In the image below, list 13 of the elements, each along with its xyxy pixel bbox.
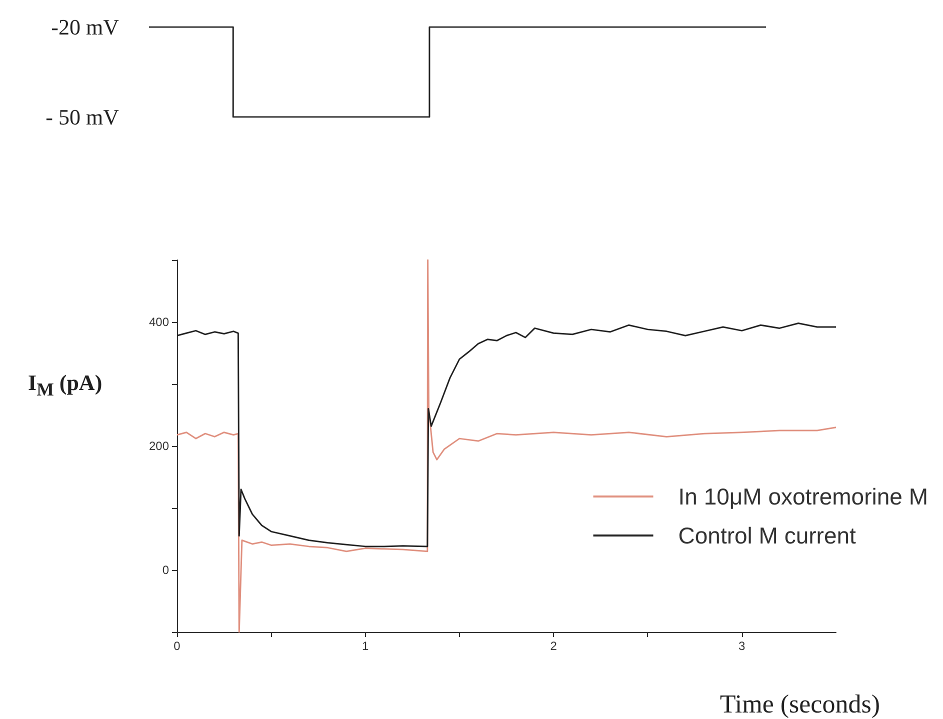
legend-label: Control M current bbox=[678, 522, 857, 548]
y-tick-label: 400 bbox=[148, 315, 170, 329]
y-tick-label: -20 mV bbox=[51, 14, 120, 40]
x-tick-label: 2 bbox=[550, 639, 558, 653]
y-tick-label: - 50 mV bbox=[46, 104, 120, 130]
y-tick-label: 0 bbox=[162, 563, 170, 577]
y-tick-label: 200 bbox=[148, 439, 170, 453]
x-tick-label: 3 bbox=[738, 639, 746, 653]
x-tick-label: 1 bbox=[362, 639, 369, 653]
x-axis-title: Time (seconds) bbox=[720, 690, 880, 718]
legend-label: In 10μM oxotremorine M bbox=[678, 484, 928, 510]
y-axis-title: I$_{M}$ (pA) bbox=[28, 370, 102, 400]
x-tick-label: 0 bbox=[174, 639, 181, 653]
